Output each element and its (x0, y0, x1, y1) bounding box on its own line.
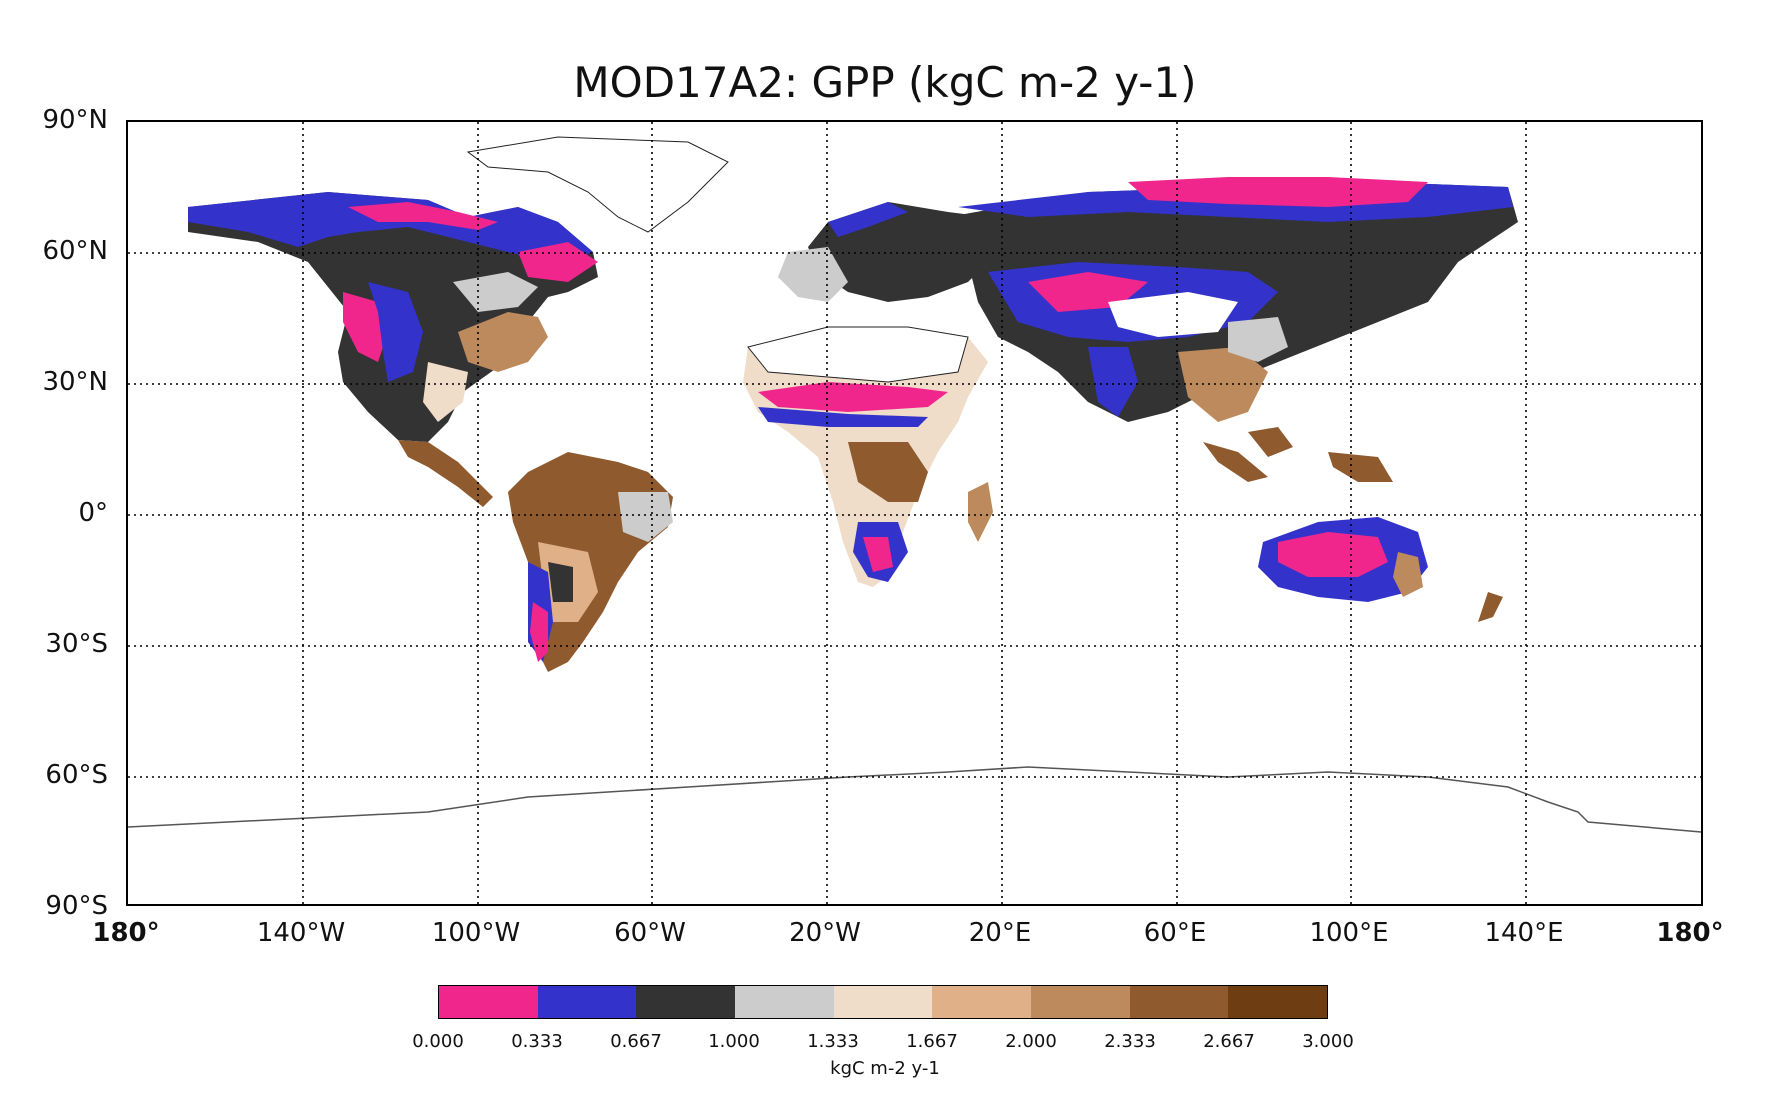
maritime-southeast-asia (1203, 427, 1393, 482)
colorbar-tick: 3.000 (1302, 1031, 1354, 1052)
lat-label-60n: 60°N (42, 236, 108, 266)
colorbar-swatch (735, 986, 834, 1018)
lat-label-0: 0° (78, 498, 108, 528)
lat-label-90n: 90°N (42, 105, 108, 135)
colorbar-tick: 0.333 (511, 1031, 563, 1052)
lon-label-100w: 100°W (431, 918, 521, 948)
europe (778, 202, 998, 302)
lat-label-60s: 60°S (45, 760, 108, 790)
colorbar-tick: 1.000 (708, 1031, 760, 1052)
lon-label-20w: 20°W (789, 918, 861, 948)
colorbar-swatch (439, 986, 538, 1018)
colorbar-swatch (636, 986, 736, 1018)
lon-label-140e: 140°E (1484, 918, 1564, 948)
colorbar-tick: 2.333 (1104, 1031, 1156, 1052)
colorbar (438, 985, 1328, 1019)
lat-label-90s: 90°S (45, 891, 108, 921)
north-america (188, 192, 598, 442)
lon-label-60w: 60°W (614, 918, 686, 948)
asia (948, 177, 1518, 422)
colorbar-swatch (833, 986, 933, 1018)
south-america (508, 452, 673, 672)
colorbar-swatch (1031, 986, 1130, 1018)
colorbar-tick: 1.667 (906, 1031, 958, 1052)
colorbar-tick: 0.000 (412, 1031, 464, 1052)
colorbar-tick: 0.667 (610, 1031, 662, 1052)
lon-label-140w: 140°W (256, 918, 346, 948)
colorbar-label: kgC m-2 y-1 (830, 1058, 940, 1079)
map-title: MOD17A2: GPP (kgC m-2 y-1) (573, 58, 1197, 107)
colorbar-swatch (932, 986, 1032, 1018)
lat-label-30s: 30°S (45, 629, 108, 659)
colorbar-swatch (1129, 986, 1229, 1018)
antarctica-coastline (128, 766, 1701, 833)
colorbar-tick: 1.333 (807, 1031, 859, 1052)
lon-label-180w: 180° (92, 918, 160, 948)
lon-label-20e: 20°E (968, 918, 1032, 948)
greenland (466, 136, 729, 233)
australia (1258, 517, 1428, 602)
lon-label-60e: 60°E (1143, 918, 1207, 948)
colorbar-swatch (1228, 986, 1328, 1018)
africa (743, 326, 993, 587)
central-america (398, 440, 493, 507)
lon-label-100e: 100°E (1309, 918, 1389, 948)
gridlines (128, 122, 1701, 904)
new-zealand (1478, 592, 1503, 622)
colorbar-tick: 2.667 (1203, 1031, 1255, 1052)
colorbar-swatch (537, 986, 637, 1018)
map-frame (126, 120, 1703, 906)
colorbar-tick: 2.000 (1005, 1031, 1057, 1052)
lat-label-30n: 30°N (42, 367, 108, 397)
world-gpp-map (128, 122, 1701, 904)
lon-label-180e: 180° (1656, 918, 1724, 948)
